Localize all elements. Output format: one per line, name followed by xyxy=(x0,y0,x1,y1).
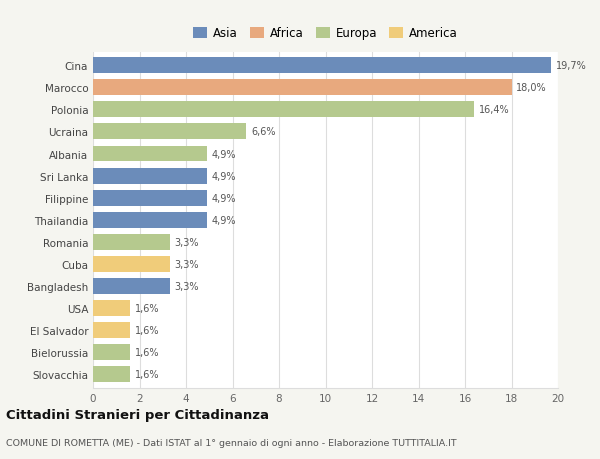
Bar xyxy=(93,213,207,228)
Text: COMUNE DI ROMETTA (ME) - Dati ISTAT al 1° gennaio di ogni anno - Elaborazione TU: COMUNE DI ROMETTA (ME) - Dati ISTAT al 1… xyxy=(6,438,457,447)
Bar xyxy=(93,146,207,162)
Bar xyxy=(93,58,551,74)
Bar xyxy=(93,257,170,272)
Text: 6,6%: 6,6% xyxy=(251,127,275,137)
Bar xyxy=(93,235,170,250)
Text: 1,6%: 1,6% xyxy=(135,303,160,313)
Bar xyxy=(93,345,130,360)
Legend: Asia, Africa, Europa, America: Asia, Africa, Europa, America xyxy=(193,27,458,40)
Text: 1,6%: 1,6% xyxy=(135,369,160,380)
Text: Cittadini Stranieri per Cittadinanza: Cittadini Stranieri per Cittadinanza xyxy=(6,408,269,421)
Bar xyxy=(93,190,207,206)
Bar xyxy=(93,301,130,316)
Text: 4,9%: 4,9% xyxy=(212,149,236,159)
Bar xyxy=(93,102,474,118)
Text: 19,7%: 19,7% xyxy=(556,61,586,71)
Bar xyxy=(93,367,130,382)
Text: 1,6%: 1,6% xyxy=(135,325,160,336)
Text: 3,3%: 3,3% xyxy=(175,281,199,291)
Text: 3,3%: 3,3% xyxy=(175,259,199,269)
Text: 3,3%: 3,3% xyxy=(175,237,199,247)
Bar xyxy=(93,168,207,184)
Text: 16,4%: 16,4% xyxy=(479,105,509,115)
Bar xyxy=(93,279,170,294)
Text: 4,9%: 4,9% xyxy=(212,171,236,181)
Text: 1,6%: 1,6% xyxy=(135,347,160,358)
Bar xyxy=(93,323,130,338)
Text: 4,9%: 4,9% xyxy=(212,215,236,225)
Bar xyxy=(93,80,511,96)
Text: 4,9%: 4,9% xyxy=(212,193,236,203)
Text: 18,0%: 18,0% xyxy=(516,83,547,93)
Bar xyxy=(93,124,247,140)
